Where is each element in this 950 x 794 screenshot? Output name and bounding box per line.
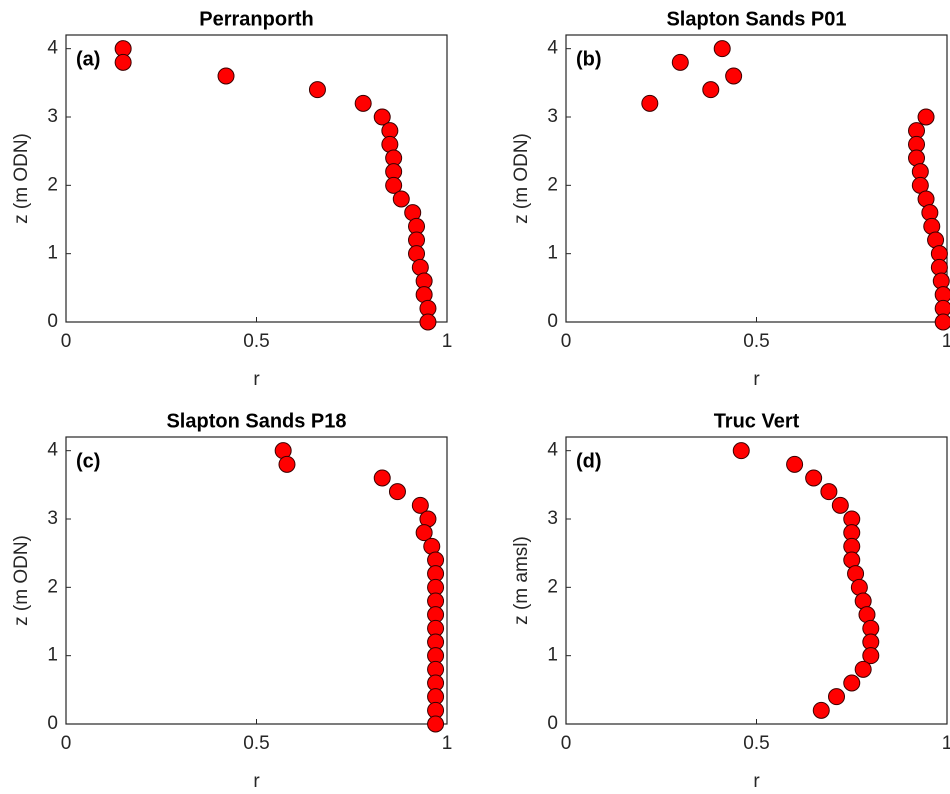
- point: [713, 40, 731, 58]
- x-tick-label: 0: [561, 331, 572, 352]
- point: [820, 483, 838, 501]
- y-axis-label: z (m ODN): [11, 535, 32, 626]
- x-axis-label: r: [253, 771, 260, 792]
- y-axis-label: z (m ODN): [511, 133, 532, 224]
- point: [278, 455, 296, 473]
- subplot: 0 0.5 1 0 1 2 3 4 Slapton Sands P01 r z (m ODN) (b): [511, 8, 950, 390]
- y-tick-label: 0: [547, 311, 558, 332]
- plot-area: [565, 34, 948, 323]
- point: [308, 81, 326, 99]
- point: [786, 455, 804, 473]
- y-tick-label: 1: [47, 645, 58, 666]
- point: [373, 108, 391, 126]
- x-tick-label: 0: [61, 733, 72, 754]
- point: [392, 190, 410, 208]
- point: [812, 701, 830, 719]
- y-tick-label: 1: [547, 645, 558, 666]
- point: [419, 313, 437, 331]
- x-tick-label: 0.5: [743, 733, 769, 754]
- point: [671, 53, 689, 71]
- y-tick-label: 4: [547, 440, 558, 461]
- x-tick-label: 1: [942, 331, 950, 352]
- point: [385, 176, 403, 194]
- panel-label: (c): [76, 450, 100, 472]
- y-tick-label: 4: [547, 38, 558, 59]
- y-tick-label: 0: [47, 311, 58, 332]
- point: [415, 524, 433, 542]
- chart-title: Truc Vert: [714, 410, 800, 432]
- point: [725, 67, 743, 85]
- subplot: 0 0.5 1 0 1 2 3 4 Truc Vert r z (m amsl) (d): [511, 410, 950, 792]
- y-tick-label: 0: [547, 713, 558, 734]
- x-axis-label: r: [753, 369, 760, 390]
- panel-label: (b): [576, 48, 602, 70]
- y-tick-label: 2: [547, 174, 558, 195]
- panel-label: (d): [576, 450, 602, 472]
- y-tick-label: 1: [547, 243, 558, 264]
- chart-title: Perranporth: [199, 8, 313, 30]
- panel-label: (a): [76, 48, 100, 70]
- y-tick-label: 4: [47, 440, 58, 461]
- y-tick-label: 3: [547, 106, 558, 127]
- x-tick-label: 1: [442, 733, 453, 754]
- y-tick-label: 1: [47, 243, 58, 264]
- y-tick-label: 4: [47, 38, 58, 59]
- point: [843, 674, 861, 692]
- x-axis-label: r: [253, 369, 260, 390]
- point: [831, 496, 849, 514]
- y-tick-label: 0: [47, 713, 58, 734]
- x-axis-label: r: [753, 771, 760, 792]
- chart-title: Slapton Sands P01: [666, 8, 846, 30]
- point: [427, 715, 445, 733]
- plot-area: [565, 436, 948, 725]
- x-tick-label: 0: [561, 733, 572, 754]
- point: [388, 483, 406, 501]
- point: [702, 81, 720, 99]
- x-tick-label: 1: [942, 733, 950, 754]
- point: [828, 688, 846, 706]
- x-tick-label: 0.5: [743, 331, 769, 352]
- y-tick-label: 2: [47, 576, 58, 597]
- plot-area: [65, 34, 448, 323]
- subplot: 0 0.5 1 0 1 2 3 4 Perranporth r z (m ODN) (a): [11, 8, 452, 390]
- point: [934, 313, 950, 331]
- point: [354, 94, 372, 112]
- point: [854, 660, 872, 678]
- point: [411, 496, 429, 514]
- point: [862, 647, 880, 665]
- y-tick-label: 3: [47, 508, 58, 529]
- y-tick-label: 3: [47, 106, 58, 127]
- y-tick-label: 2: [547, 576, 558, 597]
- point: [732, 442, 750, 460]
- y-axis-label: z (m amsl): [511, 536, 532, 625]
- point: [114, 53, 132, 71]
- point: [641, 94, 659, 112]
- chart-title: Slapton Sands P18: [166, 410, 346, 432]
- x-tick-label: 0: [61, 331, 72, 352]
- point: [805, 469, 823, 487]
- point: [917, 108, 935, 126]
- x-tick-label: 1: [442, 331, 453, 352]
- point: [373, 469, 391, 487]
- y-tick-label: 3: [547, 508, 558, 529]
- x-tick-label: 0.5: [243, 331, 269, 352]
- y-axis-label: z (m ODN): [11, 133, 32, 224]
- y-tick-label: 2: [47, 174, 58, 195]
- x-tick-label: 0.5: [243, 733, 269, 754]
- subplot: 0 0.5 1 0 1 2 3 4 Slapton Sands P18 r z (m ODN) (c): [11, 410, 452, 792]
- point: [217, 67, 235, 85]
